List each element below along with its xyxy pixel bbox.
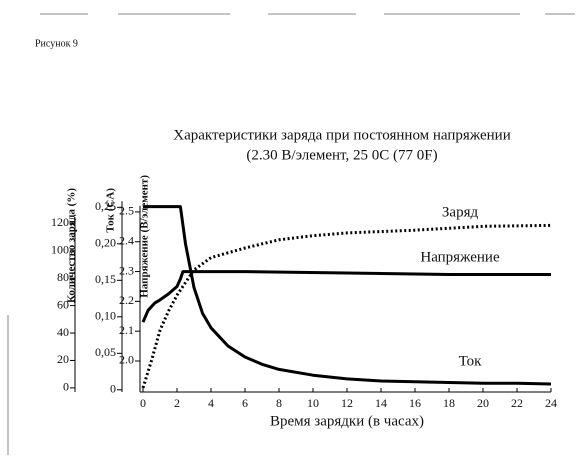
y-tick-label: 0,25 <box>95 199 116 213</box>
y-tick-label: 0,05 <box>95 345 116 359</box>
x-tick-label: 8 <box>276 396 282 410</box>
figure-label: Рисунок 9 <box>35 38 78 49</box>
curve-label: Ток <box>459 353 483 369</box>
y-tick-label: 2.2 <box>119 293 134 307</box>
y-tick-label: 0 <box>63 380 69 394</box>
y-tick-label: 2.0 <box>119 353 134 367</box>
curve <box>141 270 551 323</box>
curve <box>143 205 552 386</box>
y-axis-label: Напряжение (В/элемент) <box>139 175 151 298</box>
x-tick-label: 0 <box>140 396 146 410</box>
x-tick-label: 20 <box>477 396 489 410</box>
y-axis-label: Ток (CA) <box>105 188 117 233</box>
x-tick-label: 16 <box>409 396 421 410</box>
x-tick-label: 24 <box>545 396 557 410</box>
y-tick-label: 0,20 <box>95 236 116 250</box>
y-tick-label: 2.1 <box>119 323 134 337</box>
y-tick-label: 0,15 <box>95 272 116 286</box>
x-axis-label: Время зарядки (в часах) <box>270 413 424 429</box>
curve <box>141 223 552 389</box>
y-tick-label: 2.4 <box>119 233 134 247</box>
y-tick-label: 0,10 <box>95 309 116 323</box>
y-tick-label: 0 <box>110 382 116 396</box>
y-tick-label: 20 <box>57 352 69 366</box>
x-tick-label: 4 <box>208 396 214 410</box>
curve-label: Напряжение <box>420 249 500 265</box>
x-tick-label: 18 <box>443 396 455 410</box>
chart-subtitle: (2.30 В/элемент, 25 0C (77 0F) <box>246 147 437 163</box>
page-decoration <box>7 13 575 455</box>
y-tick-label: 2.3 <box>119 263 134 277</box>
x-tick-label: 10 <box>307 396 319 410</box>
chart-title: Характеристики заряда при постоянном нап… <box>173 127 510 143</box>
y-tick-label: 2.5 <box>119 204 134 218</box>
y-tick-label: 40 <box>57 325 69 339</box>
x-tick-label: 12 <box>341 396 353 410</box>
y-tick-label: 80 <box>57 270 69 284</box>
x-tick-label: 22 <box>511 396 523 410</box>
x-tick-label: 14 <box>375 396 387 410</box>
y-tick-label: 120 <box>51 215 69 229</box>
x-tick-label: 2 <box>174 396 180 410</box>
y-axis-label: Количество заряда (%) <box>66 188 78 303</box>
x-tick-label: 6 <box>242 396 248 410</box>
y-tick-label: 100 <box>51 242 69 256</box>
curve-label: Заряд <box>442 204 479 220</box>
y-tick-label: 60 <box>57 297 69 311</box>
